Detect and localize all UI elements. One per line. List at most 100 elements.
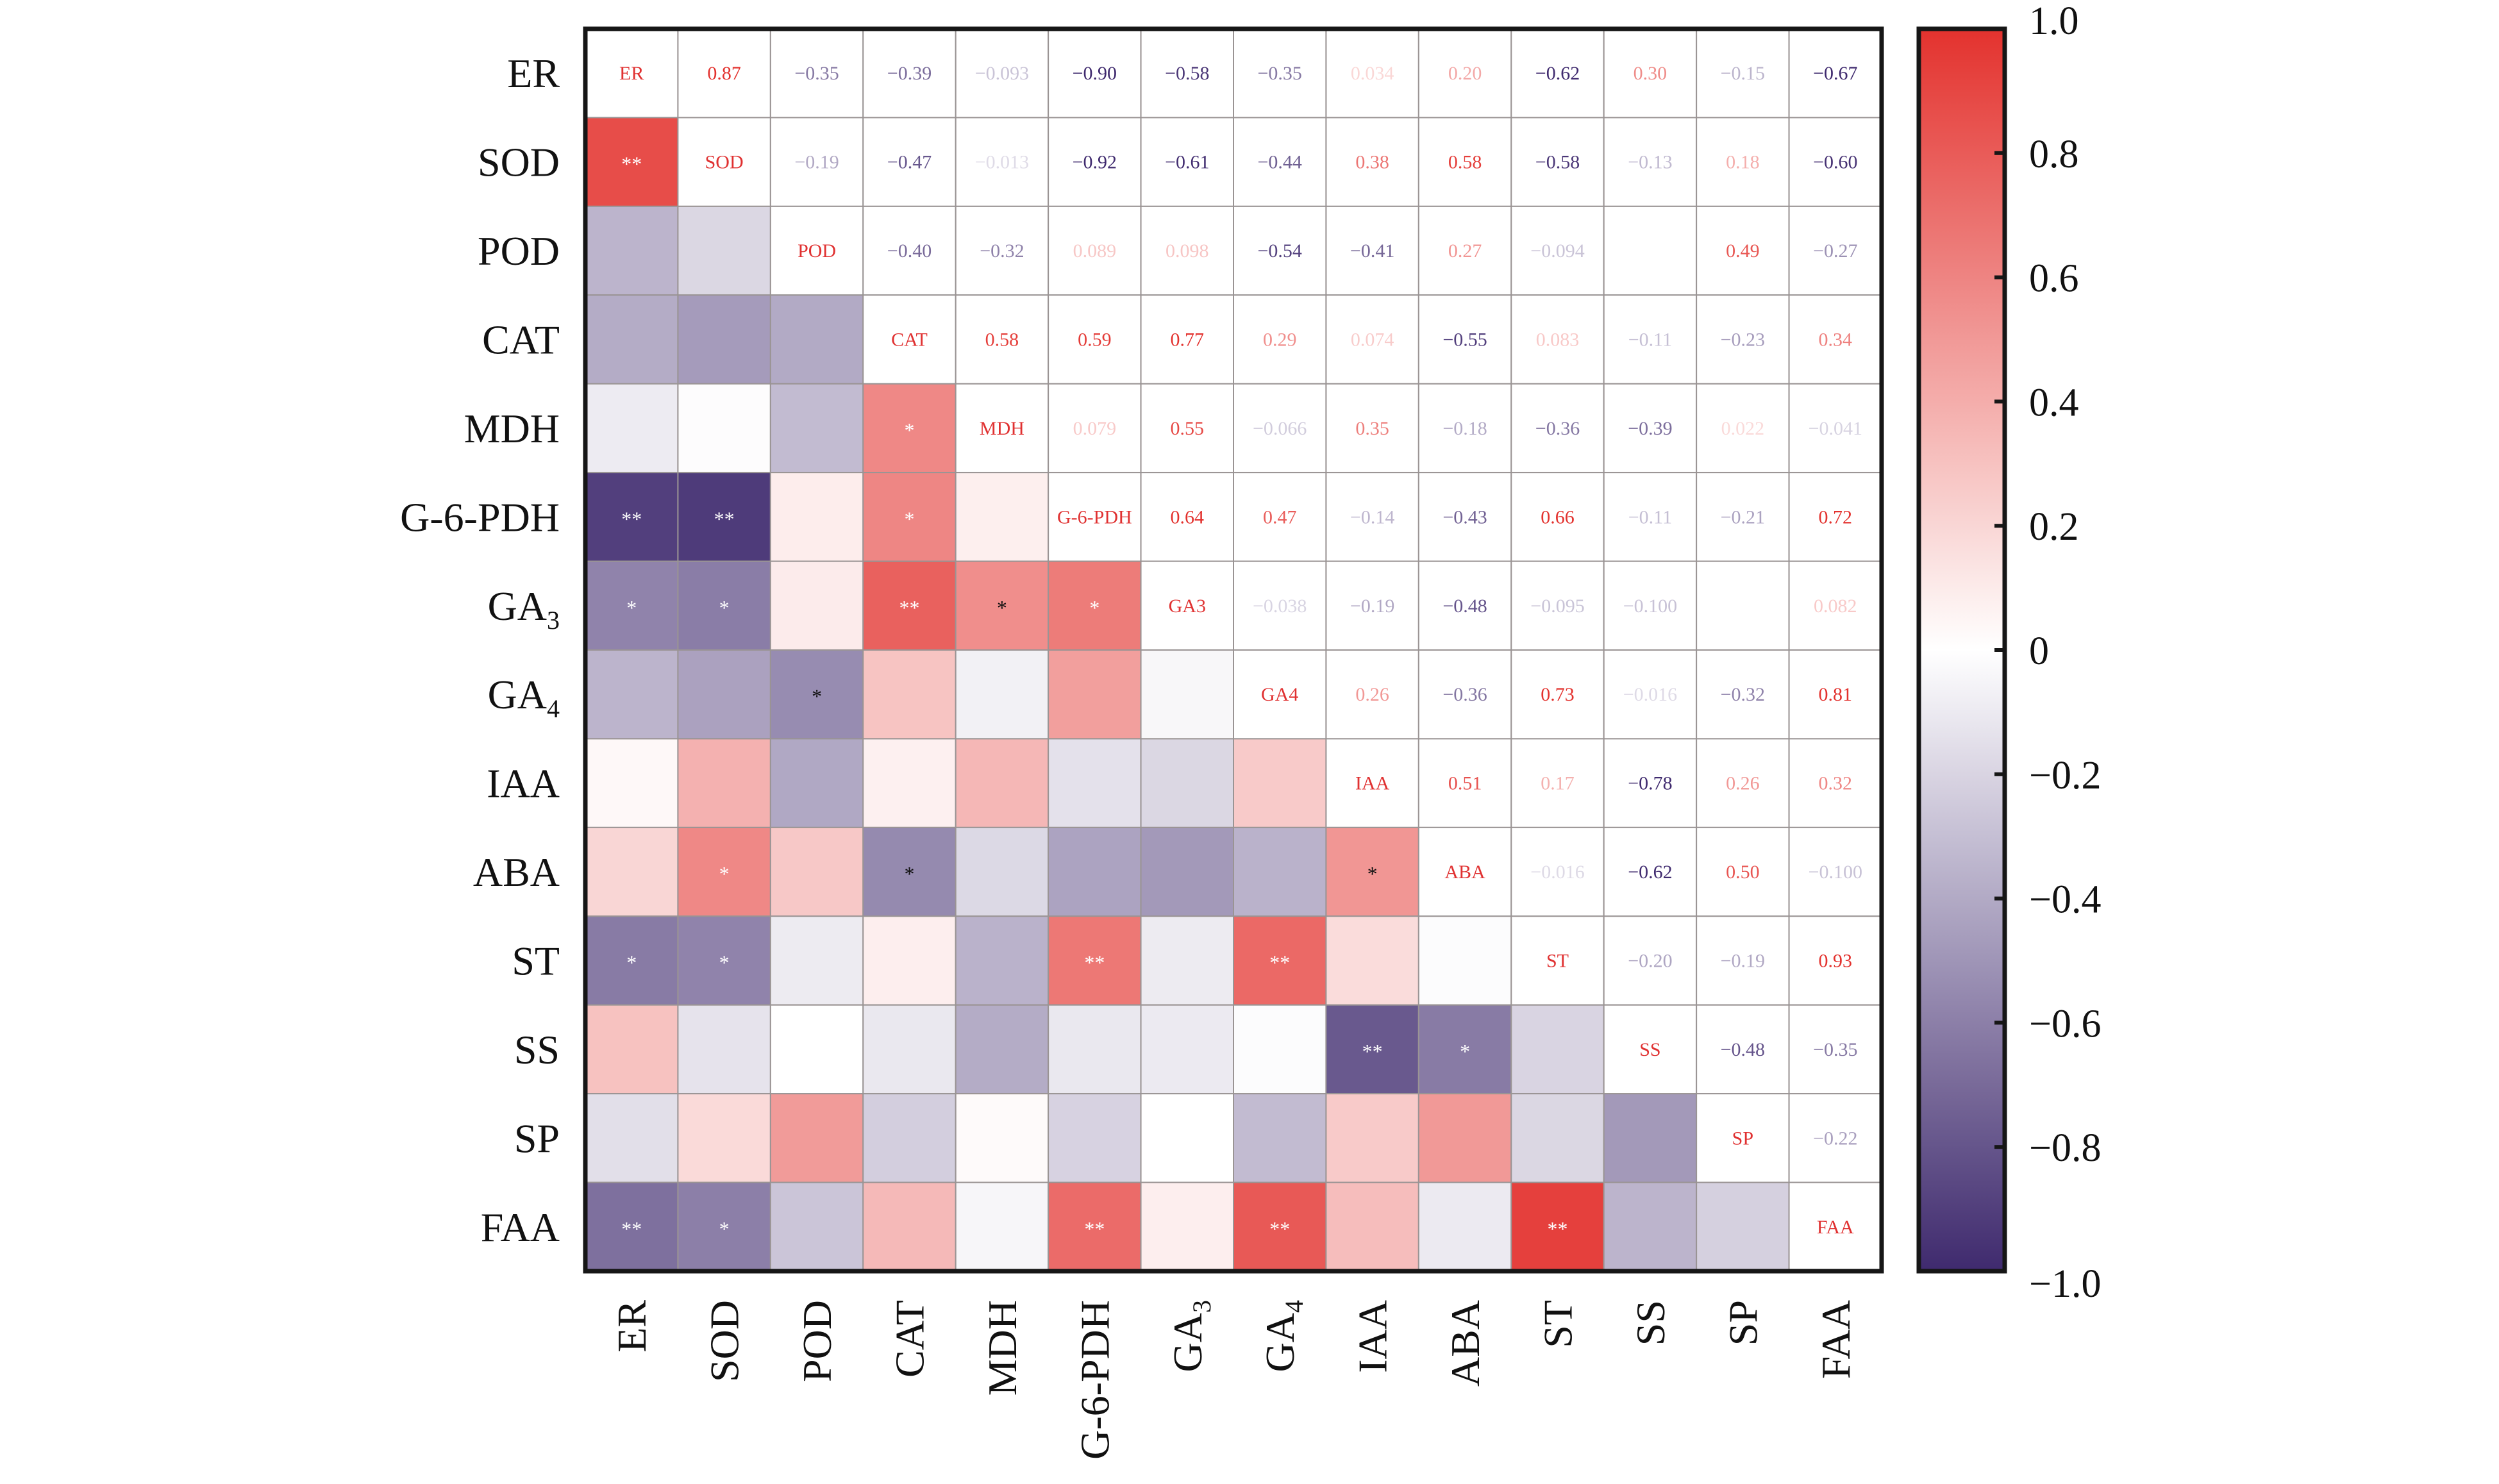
heatmap-cell xyxy=(1417,1093,1512,1183)
heatmap-cell xyxy=(1233,1093,1327,1183)
heatmap-cell xyxy=(1233,117,1327,207)
correlation-value: 0.55 xyxy=(1171,418,1205,439)
heatmap-cell xyxy=(1325,383,1419,474)
correlation-value: 0.098 xyxy=(1166,240,1209,262)
heatmap-cell xyxy=(1603,1093,1698,1183)
significance-marker: ** xyxy=(1084,1217,1105,1240)
colorbar-tick-label: 0 xyxy=(2029,629,2049,673)
heatmap-cell xyxy=(1140,117,1234,207)
heatmap-cell xyxy=(1140,738,1234,828)
correlation-value: −0.90 xyxy=(1073,63,1117,84)
heatmap-cell xyxy=(1233,826,1327,917)
correlation-value: 0.082 xyxy=(1814,596,1857,617)
correlation-value: −0.22 xyxy=(1813,1128,1857,1149)
heatmap-cell xyxy=(769,472,864,562)
correlation-value: −0.61 xyxy=(1165,152,1209,173)
heatmap-cell xyxy=(677,649,771,740)
correlation-value: −0.20 xyxy=(1628,951,1672,972)
correlation-value: 0.18 xyxy=(1726,152,1760,173)
significance-marker: ** xyxy=(899,596,920,619)
heatmap-cell xyxy=(1696,1093,1790,1183)
x-tick-label: SOD xyxy=(702,1300,748,1382)
heatmap-cell xyxy=(1140,383,1234,474)
correlation-value: −0.27 xyxy=(1813,240,1857,262)
heatmap-cell xyxy=(585,738,679,828)
heatmap-cell xyxy=(1233,649,1327,740)
correlation-value: −0.41 xyxy=(1350,240,1394,262)
heatmap-frame xyxy=(583,26,1884,1274)
heatmap-cell xyxy=(955,649,1049,740)
heatmap-cell xyxy=(1048,649,1142,740)
correlation-value: −0.19 xyxy=(1350,596,1394,617)
heatmap-cell xyxy=(585,383,679,474)
heatmap-cell xyxy=(1417,294,1512,385)
heatmap-cell xyxy=(769,560,864,651)
heatmap-cell xyxy=(677,560,771,651)
heatmap-cell xyxy=(1510,915,1605,1006)
correlation-value: 0.022 xyxy=(1721,418,1765,439)
heatmap-cell xyxy=(1048,117,1142,207)
heatmap-cell xyxy=(1048,1004,1142,1095)
y-tick-label: GA3 xyxy=(488,583,560,635)
correlation-value: 0.089 xyxy=(1073,240,1117,262)
heatmap-cell xyxy=(769,383,864,474)
diagonal-label: SP xyxy=(1732,1128,1753,1149)
x-tick-label: GA3 xyxy=(1165,1300,1216,1372)
diagonal-label: SOD xyxy=(705,152,744,173)
correlation-value: −0.92 xyxy=(1073,152,1117,173)
heatmap-cell xyxy=(955,826,1049,917)
heatmap-cells xyxy=(585,28,1883,1272)
heatmap-cell xyxy=(1510,738,1605,828)
correlation-value: −0.21 xyxy=(1721,506,1765,528)
heatmap-cell xyxy=(1417,472,1512,562)
heatmap-cell xyxy=(1510,117,1605,207)
heatmap-cell xyxy=(769,294,864,385)
heatmap-cell xyxy=(677,738,771,828)
heatmap-cell xyxy=(1417,738,1512,828)
heatmap-cell xyxy=(1510,472,1605,562)
x-tick-label: MDH xyxy=(980,1300,1025,1396)
heatmap-cell xyxy=(1510,560,1605,651)
heatmap-cell xyxy=(1140,1181,1234,1272)
heatmap-cell xyxy=(1048,915,1142,1006)
x-tick-label: GA4 xyxy=(1257,1300,1308,1372)
significance-marker: * xyxy=(905,862,915,885)
correlation-value: 0.81 xyxy=(1819,684,1853,705)
diagonal-label: G-6-PDH xyxy=(1057,506,1132,528)
heatmap-cell xyxy=(862,915,957,1006)
correlation-value: 0.34 xyxy=(1819,329,1853,351)
heatmap-cell xyxy=(769,1093,864,1183)
diagonal-label: GA4 xyxy=(1261,684,1298,705)
heatmap-cell xyxy=(769,738,864,828)
diagonal-label: ER xyxy=(619,63,644,84)
correlation-value: 0.73 xyxy=(1541,684,1575,705)
correlation-value: 0.51 xyxy=(1448,773,1482,794)
heatmap-cell xyxy=(677,383,771,474)
correlation-value: 0.59 xyxy=(1078,329,1112,351)
significance-marker: * xyxy=(719,1217,730,1240)
correlation-value: 0.38 xyxy=(1355,152,1389,173)
heatmap-cell xyxy=(862,1093,957,1183)
heatmap-cell xyxy=(1696,294,1790,385)
heatmap-cell xyxy=(769,117,864,207)
heatmap-cell xyxy=(1233,738,1327,828)
heatmap-cell xyxy=(1325,560,1419,651)
correlation-value: 0.083 xyxy=(1536,329,1580,351)
heatmap-cell xyxy=(585,28,679,119)
correlation-value: −0.32 xyxy=(980,240,1024,262)
y-tick-label: SP xyxy=(514,1115,560,1161)
heatmap-cell xyxy=(585,1093,679,1183)
significance-marker: ** xyxy=(714,507,735,530)
correlation-value: −0.55 xyxy=(1442,329,1487,351)
correlation-value: −0.15 xyxy=(1721,63,1765,84)
colorbar-tick-label: −0.6 xyxy=(2029,1002,2101,1046)
colorbar-tick-label: −0.8 xyxy=(2029,1126,2101,1170)
heatmap-cell xyxy=(862,117,957,207)
correlation-value: 0.034 xyxy=(1351,63,1394,84)
heatmap-cell xyxy=(1048,738,1142,828)
heatmap-cell xyxy=(677,28,771,119)
correlation-value: −0.23 xyxy=(1721,329,1765,351)
colorbar-tick-label: 0.8 xyxy=(2029,133,2079,176)
y-tick-label: FAA xyxy=(481,1205,560,1250)
heatmap-cell xyxy=(955,738,1049,828)
